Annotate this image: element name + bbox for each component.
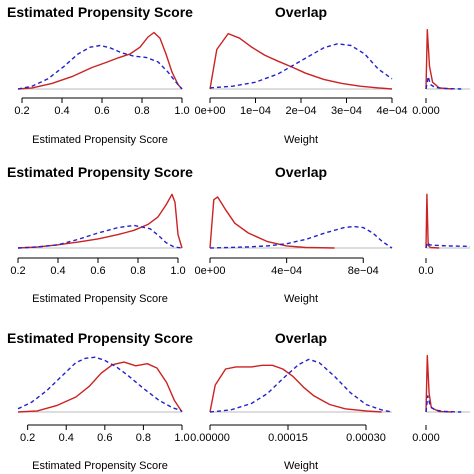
x-tick-label: 0.4 bbox=[50, 265, 65, 277]
x-tick-label: 1.0 bbox=[174, 105, 189, 117]
panel-title: Overlap bbox=[275, 164, 327, 180]
x-axis-label: Estimated Propensity Score bbox=[32, 293, 168, 305]
x-tick-label: 2e−04 bbox=[286, 105, 317, 117]
panel-title: Estimated Propensity Score bbox=[7, 4, 193, 20]
x-tick-label: 0.00030 bbox=[346, 432, 386, 444]
panel: 0.000 bbox=[412, 29, 470, 117]
x-tick-label: 3e−04 bbox=[331, 105, 362, 117]
x-axis-label: Estimated Propensity Score bbox=[32, 460, 168, 472]
x-axis-label: Weight bbox=[284, 460, 318, 472]
x-tick-label: 0.4 bbox=[59, 432, 74, 444]
panels: Estimated Propensity Score 0.2 0.4 0.6 0.8 1.… bbox=[7, 4, 471, 472]
x-tick-label: 0e+00 bbox=[195, 105, 226, 117]
treated-density-line bbox=[209, 196, 335, 249]
x-tick-label: 0e+00 bbox=[195, 265, 226, 277]
x-tick-label: 0.6 bbox=[97, 432, 112, 444]
treated-density-line bbox=[425, 193, 440, 249]
control-density-line bbox=[17, 224, 183, 249]
panel: Estimated Propensity Score 0.2 0.4 0.6 0.8 1.… bbox=[7, 330, 193, 472]
control-density-line bbox=[425, 241, 471, 249]
x-tick-label: 1.0 bbox=[174, 432, 189, 444]
control-density-line bbox=[17, 356, 183, 412]
x-tick-label: 1.0 bbox=[170, 265, 185, 277]
panel: 0.000 bbox=[412, 354, 470, 444]
control-density-line bbox=[17, 44, 183, 90]
x-tick-label: 1e−04 bbox=[240, 105, 271, 117]
x-axis-label: Weight bbox=[284, 134, 318, 146]
panel: Overlap 0.00000 0.00015 0.00030 Weight bbox=[190, 330, 393, 472]
x-tick-label: 0.8 bbox=[130, 265, 145, 277]
treated-density-line bbox=[425, 354, 453, 413]
panel: Estimated Propensity Score 0.2 0.4 0.6 0.8 1.… bbox=[7, 4, 193, 146]
panel-title: Estimated Propensity Score bbox=[7, 164, 193, 180]
control-density-line bbox=[209, 43, 393, 89]
panel: Overlap 0e+00 4e−04 8e−04 Weight bbox=[195, 164, 393, 305]
control-density-line bbox=[425, 395, 462, 413]
treated-density-line bbox=[17, 361, 183, 413]
panel: Estimated Propensity Score 0.2 0.4 0.6 0.8 1.… bbox=[7, 164, 193, 305]
x-tick-label: 4e−04 bbox=[377, 105, 408, 117]
control-density-line bbox=[209, 358, 393, 413]
control-density-line bbox=[209, 225, 393, 249]
treated-density-line bbox=[425, 29, 453, 90]
panel-title: Overlap bbox=[275, 330, 327, 346]
x-tick-label: 0.2 bbox=[14, 105, 29, 117]
treated-density-line bbox=[209, 364, 382, 413]
x-tick-label: 0.000 bbox=[412, 432, 440, 444]
control-density-line bbox=[425, 75, 462, 90]
x-tick-label: 0.2 bbox=[20, 432, 35, 444]
x-tick-label: 0.00000 bbox=[190, 432, 230, 444]
x-tick-label: 0.0 bbox=[418, 265, 433, 277]
x-tick-label: 8e−04 bbox=[348, 265, 379, 277]
panel-title: Estimated Propensity Score bbox=[7, 330, 193, 346]
x-axis-label: Weight bbox=[284, 293, 318, 305]
x-axis-label: Estimated Propensity Score bbox=[32, 134, 168, 146]
treated-density-line bbox=[17, 31, 183, 90]
panel: Overlap 0e+00 1e−04 2e−04 3e−04 4e−04 Weight bbox=[195, 4, 408, 146]
x-tick-label: 0.00015 bbox=[268, 432, 308, 444]
x-tick-label: 0.6 bbox=[94, 105, 109, 117]
x-tick-label: 0.8 bbox=[136, 432, 151, 444]
x-tick-label: 0.2 bbox=[10, 265, 25, 277]
x-tick-label: 0.4 bbox=[54, 105, 69, 117]
x-tick-label: 0.8 bbox=[134, 105, 149, 117]
treated-density-line bbox=[209, 32, 393, 90]
panel-title: Overlap bbox=[275, 4, 327, 20]
panel: 0.0 bbox=[418, 193, 471, 277]
x-tick-label: 0.000 bbox=[412, 105, 440, 117]
x-tick-label: 4e−04 bbox=[271, 265, 302, 277]
x-tick-label: 0.6 bbox=[90, 265, 105, 277]
